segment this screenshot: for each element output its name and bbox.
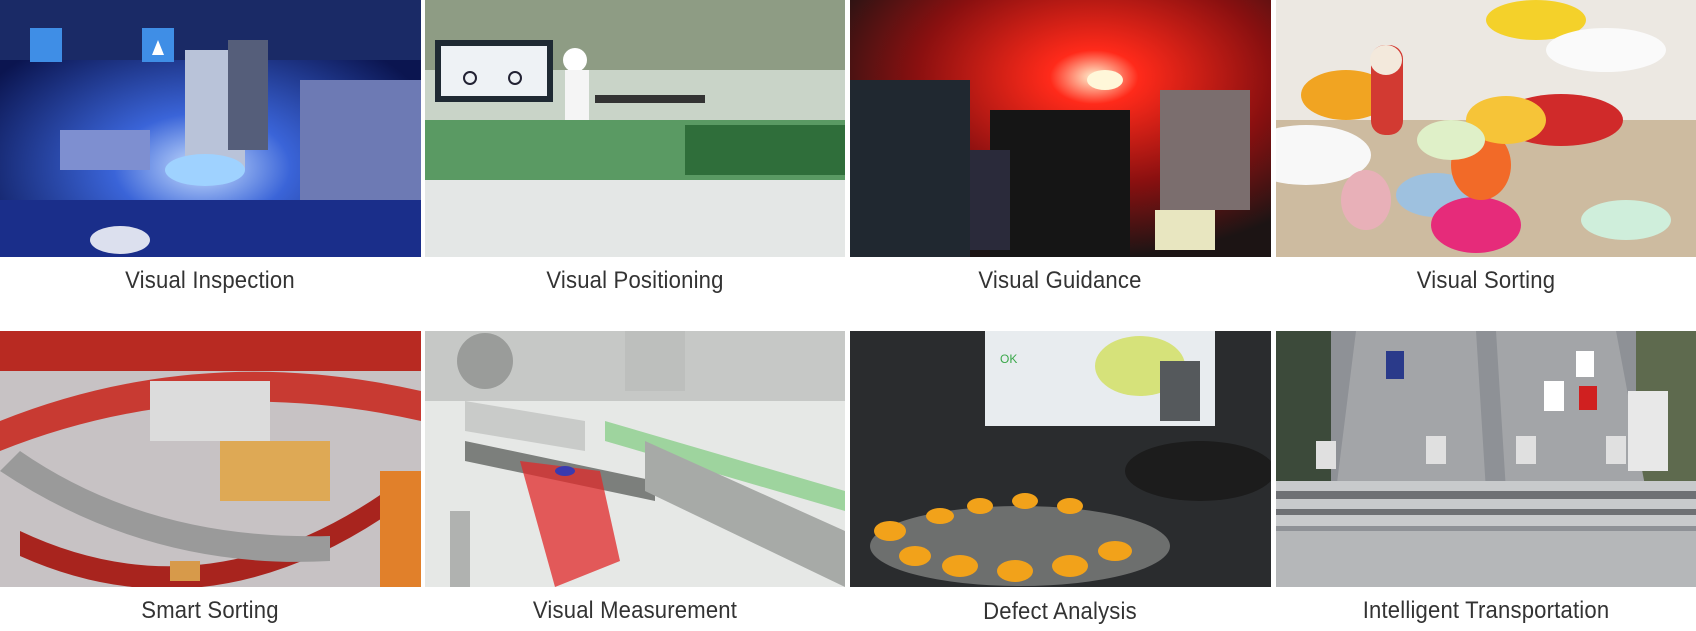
visual-sorting-image: [1276, 0, 1696, 257]
visual-sorting-label: Visual Sorting: [1416, 267, 1556, 294]
defect-analysis-label: Defect Analysis: [983, 598, 1137, 625]
visual-inspection-image: [0, 0, 421, 257]
smart-sorting-image: [0, 331, 421, 587]
visual-measurement-label: Visual Measurement: [532, 597, 738, 624]
intelligent-transportation-image: [1276, 331, 1696, 587]
svg-text:OK: OK: [1000, 352, 1017, 366]
intelligent-transportation-label: Intelligent Transportation: [1362, 597, 1610, 624]
defect-analysis-image: OK: [850, 331, 1271, 587]
visual-positioning-label: Visual Positioning: [546, 267, 724, 294]
visual-guidance-image: [850, 0, 1271, 257]
visual-guidance-label: Visual Guidance: [978, 267, 1142, 294]
visual-inspection-label: Visual Inspection: [125, 267, 295, 294]
visual-measurement-image: [425, 331, 845, 587]
smart-sorting-label: Smart Sorting: [141, 597, 279, 624]
visual-positioning-image: [425, 0, 845, 257]
